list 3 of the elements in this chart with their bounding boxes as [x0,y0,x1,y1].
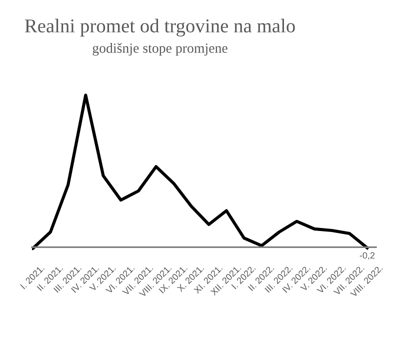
annotation: -0,2 [360,252,375,260]
chart-title: Realni promet od trgovine na malo [24,18,295,36]
chart-subtitle: godišnje stope promjene [92,43,228,56]
